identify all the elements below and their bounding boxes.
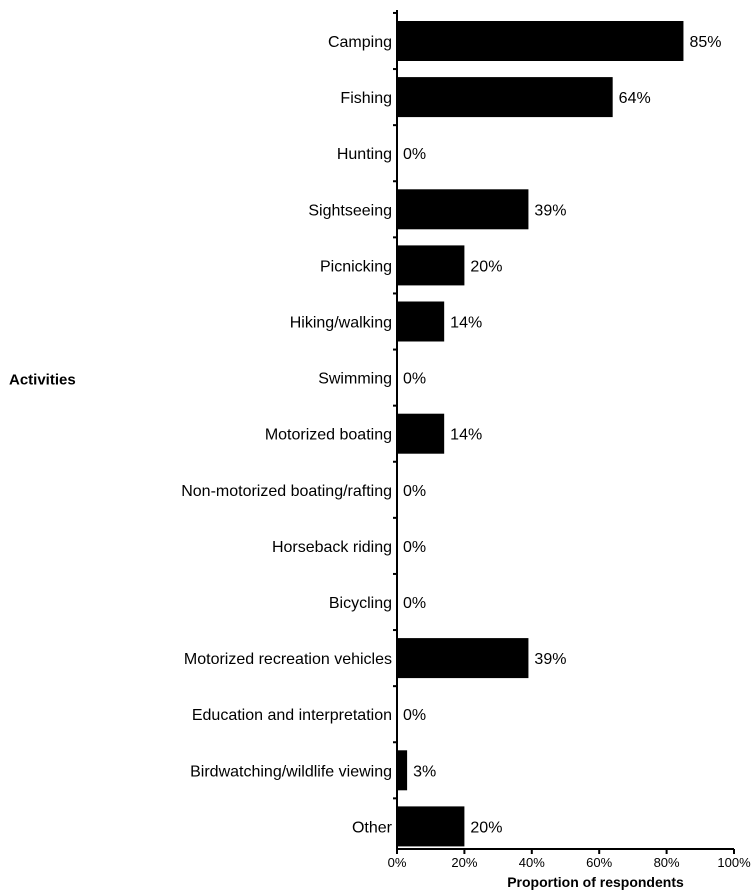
- bars-layer: [397, 21, 684, 847]
- category-label: Motorized boating: [265, 427, 392, 444]
- x-tick-label: 100%: [717, 855, 751, 870]
- value-label: 0%: [403, 483, 426, 500]
- labels-layer: Camping 85% Fishing 64% Hunting 0% Sightseeing…: [181, 34, 751, 870]
- value-label: 14%: [450, 427, 482, 444]
- x-tick-label: 20%: [451, 855, 477, 870]
- category-label: Birdwatching/wildlife viewing: [190, 763, 392, 780]
- category-label: Non-motorized boating/rafting: [181, 483, 392, 500]
- category-label: Hunting: [337, 146, 392, 163]
- bar-14: [397, 806, 465, 847]
- x-tick-label: 0%: [388, 855, 407, 870]
- axes-layer: [393, 10, 735, 854]
- value-label: 85%: [689, 34, 721, 51]
- x-tick-label: 40%: [519, 855, 545, 870]
- category-label: Education and interpretation: [192, 707, 392, 724]
- value-label: 39%: [534, 651, 566, 668]
- value-label: 3%: [413, 763, 436, 780]
- value-label: 20%: [470, 258, 502, 275]
- category-label: Other: [352, 819, 393, 836]
- bar-7: [397, 413, 445, 454]
- value-label: 0%: [403, 595, 426, 612]
- category-label: Camping: [328, 34, 392, 51]
- category-label: Fishing: [340, 90, 392, 107]
- value-label: 0%: [403, 146, 426, 163]
- bar-13: [397, 750, 408, 791]
- value-label: 39%: [534, 202, 566, 219]
- category-label: Hiking/walking: [290, 315, 392, 332]
- bar-5: [397, 301, 445, 342]
- category-label: Bicycling: [329, 595, 392, 612]
- value-label: 0%: [403, 371, 426, 388]
- category-label: Sightseeing: [308, 202, 392, 219]
- category-label: Horseback riding: [272, 539, 392, 556]
- value-label: 20%: [470, 819, 502, 836]
- value-label: 0%: [403, 539, 426, 556]
- value-label: 14%: [450, 315, 482, 332]
- bar-3: [397, 189, 529, 230]
- bar-11: [397, 638, 529, 679]
- category-label: Motorized recreation vehicles: [184, 651, 392, 668]
- value-label: 64%: [619, 90, 651, 107]
- x-tick-label: 60%: [586, 855, 612, 870]
- bar-4: [397, 245, 465, 286]
- value-label: 0%: [403, 707, 426, 724]
- x-tick-label: 80%: [654, 855, 680, 870]
- category-label: Picnicking: [320, 258, 392, 275]
- category-label: Swimming: [318, 371, 392, 388]
- x-axis-title: Proportion of respondents: [507, 874, 684, 890]
- bar-0: [397, 21, 684, 61]
- bar-1: [397, 77, 613, 118]
- y-axis-title: Activities: [9, 372, 76, 389]
